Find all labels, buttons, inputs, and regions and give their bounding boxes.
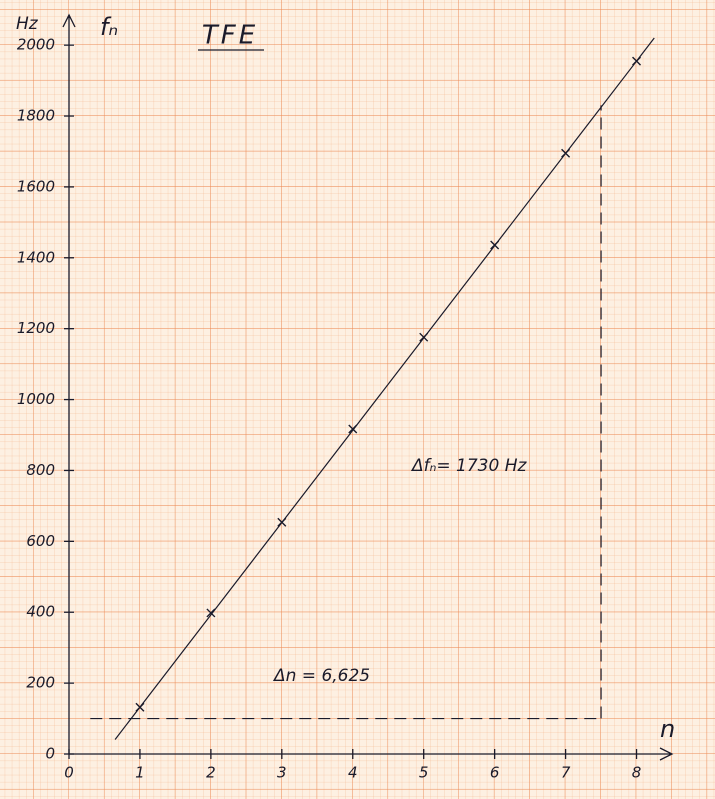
y-tick-label: 200 <box>26 674 55 692</box>
data-point <box>348 424 358 434</box>
annotation: Δfₙ= 1730 Hz <box>410 456 527 476</box>
data-point <box>135 702 145 712</box>
y-tick-label: 1200 <box>17 319 55 337</box>
data-point <box>632 56 642 66</box>
x-axis-label: n <box>660 715 675 743</box>
data-point <box>206 608 216 618</box>
y-tick-label: 400 <box>26 603 55 621</box>
annotation: Δn = 6,625 <box>272 666 370 686</box>
y-tick-label: 1000 <box>17 390 55 408</box>
data-point <box>277 517 287 527</box>
y-tick-label: 1800 <box>17 107 55 125</box>
chart-title: TFE <box>202 21 258 51</box>
x-tick-label: 1 <box>135 764 145 782</box>
y-tick-label: 800 <box>26 461 55 479</box>
data-point <box>561 148 571 158</box>
y-tick-label: 1400 <box>17 248 55 266</box>
y-tick-label: 0 <box>45 745 55 763</box>
y-tick-label: 600 <box>26 532 55 550</box>
data-point <box>419 332 429 342</box>
data-point <box>490 240 500 250</box>
x-axis <box>69 747 674 761</box>
x-tick-label: 6 <box>490 764 500 782</box>
y-axis-unit: Hz <box>16 14 39 34</box>
x-tick-label: 4 <box>348 764 358 782</box>
x-tick-label: 8 <box>632 764 642 782</box>
y-axis-label: fₙ <box>100 13 118 41</box>
y-tick-label: 1600 <box>17 177 55 195</box>
x-tick-label: 5 <box>419 764 429 782</box>
x-tick-label: 2 <box>206 764 216 782</box>
x-tick-label: 0 <box>64 764 74 782</box>
x-tick-label: 3 <box>277 764 287 782</box>
x-tick-label: 7 <box>561 764 571 782</box>
y-axis <box>62 13 76 754</box>
y-tick-label: 2000 <box>17 36 55 54</box>
